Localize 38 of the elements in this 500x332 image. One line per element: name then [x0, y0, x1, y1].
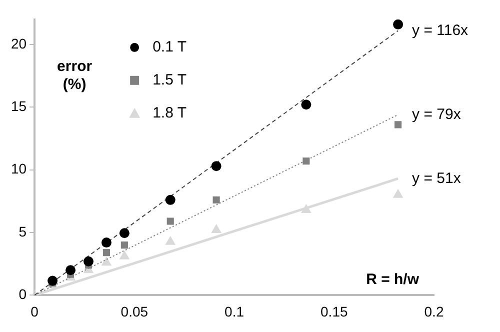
point — [101, 238, 112, 248]
point — [165, 236, 176, 245]
x-tick-label: 0.1 — [224, 303, 244, 320]
point — [165, 194, 176, 205]
point — [119, 228, 130, 238]
point — [48, 276, 58, 286]
point — [302, 158, 310, 165]
annotation: y = 116x — [412, 22, 469, 39]
point — [211, 161, 222, 172]
annotation: y = 51x — [412, 170, 462, 187]
point — [66, 265, 76, 276]
legend-label: 1.5 T — [152, 72, 186, 89]
point — [119, 250, 130, 260]
y-tick-label: 0 — [18, 286, 27, 302]
legend-label: 0.1 T — [152, 38, 186, 56]
x-axis-title: R = h/w — [366, 270, 420, 288]
y-tick-label: 5 — [18, 223, 27, 240]
point — [211, 224, 222, 234]
x-tick-label: 0.2 — [424, 303, 444, 320]
point — [301, 100, 312, 110]
point — [394, 121, 402, 128]
point — [166, 218, 174, 225]
point — [83, 256, 94, 266]
point — [212, 196, 220, 204]
y-tick-label: 10 — [10, 160, 27, 177]
x-tick-label: 0 — [30, 303, 39, 320]
point — [393, 19, 404, 30]
x-tick-label: 0.05 — [120, 303, 148, 320]
y-tick-label: 20 — [10, 35, 27, 52]
point — [120, 242, 128, 249]
y-tick-label: 15 — [10, 98, 27, 114]
annotation: y = 79x — [412, 106, 462, 123]
point — [392, 188, 404, 198]
point — [102, 249, 110, 256]
y-axis-title: error (%) — [57, 58, 92, 94]
x-tick-label: 0.15 — [320, 303, 348, 320]
point — [101, 256, 112, 266]
legend-label: 1.8 T — [152, 104, 186, 122]
